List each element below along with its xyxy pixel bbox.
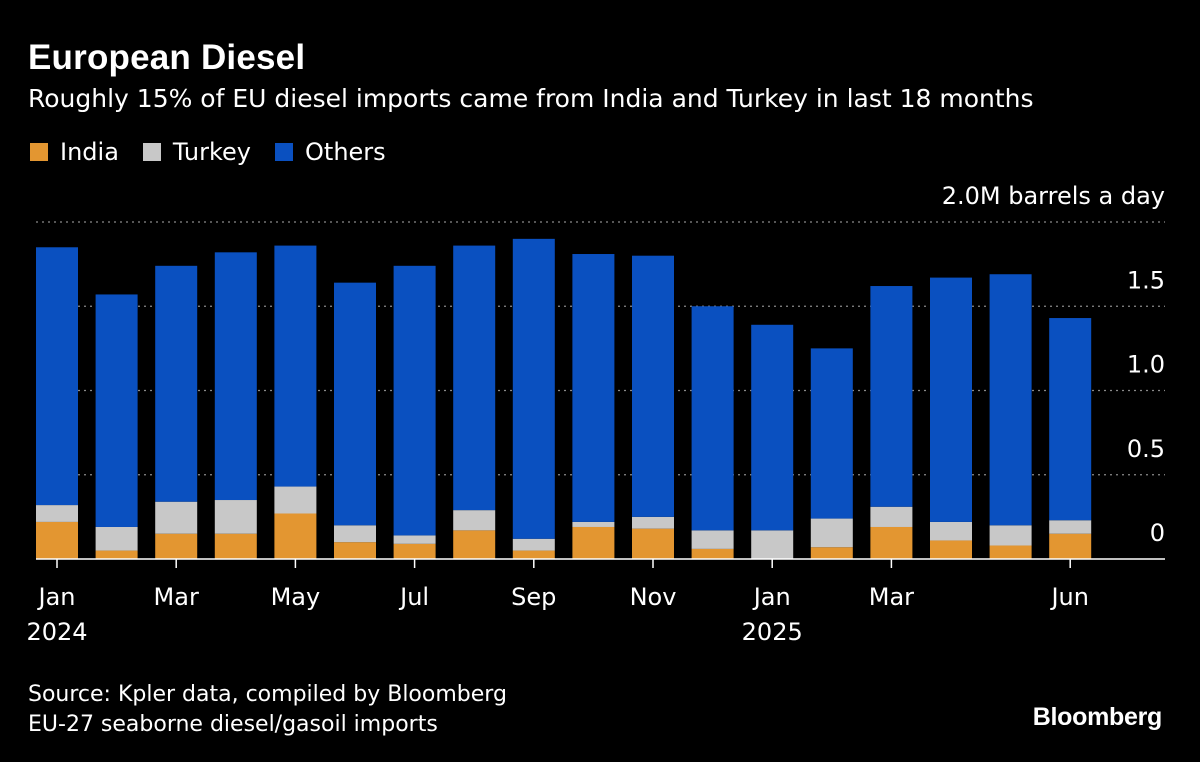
legend-swatch-turkey xyxy=(142,143,161,161)
bar-turkey-5 xyxy=(274,486,317,514)
y-tick-label-2: 1.0 xyxy=(1127,351,1165,379)
bar-turkey-8 xyxy=(453,510,496,531)
bar-india-18 xyxy=(1049,533,1092,559)
bar-india-6 xyxy=(334,542,376,559)
x-year-label-2025: 2025 xyxy=(742,618,803,646)
x-tick-label-8: Sep xyxy=(511,583,556,611)
bar-others-13 xyxy=(751,324,794,531)
bar-turkey-1 xyxy=(36,505,78,522)
bar-india-9 xyxy=(512,550,555,559)
bar-others-12 xyxy=(691,306,734,531)
source-text: Source: Kpler data, compiled by Bloomber… xyxy=(28,682,507,707)
bar-others-18 xyxy=(1049,318,1092,521)
x-tick-label-0: Jan xyxy=(37,583,76,611)
bar-others-15 xyxy=(870,286,913,507)
bar-india-2 xyxy=(95,550,138,559)
x-tick-label-14: Mar xyxy=(869,583,914,611)
bloomberg-logo: Bloomberg xyxy=(1032,703,1163,731)
x-year-label-2024: 2024 xyxy=(26,618,87,646)
bar-india-10 xyxy=(572,526,615,559)
bar-others-8 xyxy=(453,245,496,511)
legend-item-turkey: Turkey xyxy=(142,138,252,166)
dataset-note: EU-27 seaborne diesel/gasoil imports xyxy=(28,712,438,737)
x-tick-label-10: Nov xyxy=(630,583,677,611)
bar-turkey-7 xyxy=(393,535,436,544)
bar-turkey-11 xyxy=(632,516,674,529)
bar-india-16 xyxy=(930,540,972,559)
bar-others-4 xyxy=(214,252,257,501)
legend-swatch-india xyxy=(30,143,48,161)
bar-india-5 xyxy=(274,513,317,559)
legend-label-others: Others xyxy=(305,138,386,166)
bar-others-16 xyxy=(930,277,972,522)
legend: India Turkey Others xyxy=(30,138,410,166)
bar-turkey-9 xyxy=(512,538,555,551)
bar-india-1 xyxy=(36,521,78,559)
legend-label-india: India xyxy=(60,138,119,166)
bar-turkey-2 xyxy=(95,526,138,551)
bar-india-14 xyxy=(810,547,853,559)
bar-others-10 xyxy=(572,254,615,522)
bar-india-7 xyxy=(393,543,436,559)
bar-turkey-6 xyxy=(334,525,376,543)
bar-turkey-10 xyxy=(572,521,615,527)
bar-india-3 xyxy=(155,533,198,559)
x-tick-label-12: Jan xyxy=(752,583,791,611)
bar-others-5 xyxy=(274,245,317,487)
bar-turkey-17 xyxy=(989,525,1032,546)
chart-title: European Diesel xyxy=(28,38,306,77)
bar-turkey-13 xyxy=(751,530,794,559)
bar-turkey-12 xyxy=(691,530,734,549)
legend-item-india: India xyxy=(30,138,119,166)
bar-turkey-4 xyxy=(214,500,257,534)
bar-others-14 xyxy=(810,348,853,519)
x-tick-label-4: May xyxy=(271,583,321,611)
x-tick-label-17: Jun xyxy=(1049,583,1089,611)
bar-india-12 xyxy=(691,548,734,559)
y-axis-unit-label: 2.0M barrels a day xyxy=(942,182,1165,210)
x-tick-label-6: Jul xyxy=(398,583,429,611)
bar-india-15 xyxy=(870,526,913,559)
bar-others-11 xyxy=(632,255,674,517)
bar-others-9 xyxy=(512,238,555,539)
legend-label-turkey: Turkey xyxy=(172,138,252,166)
bar-turkey-18 xyxy=(1049,520,1092,534)
x-tick-label-2: Mar xyxy=(154,583,199,611)
bar-india-11 xyxy=(632,528,674,559)
source-note: Source: Kpler data, compiled by Bloomber… xyxy=(28,680,507,740)
bar-others-6 xyxy=(334,282,376,526)
chart-subtitle: Roughly 15% of EU diesel imports came fr… xyxy=(28,84,1034,113)
bar-others-1 xyxy=(36,247,78,506)
bar-others-3 xyxy=(155,265,198,502)
bar-others-17 xyxy=(989,274,1032,526)
bar-turkey-16 xyxy=(930,521,972,541)
y-tick-label-3: 1.5 xyxy=(1127,266,1165,294)
bar-others-7 xyxy=(393,265,436,536)
y-tick-label-0: 0 xyxy=(1150,519,1165,547)
bar-india-8 xyxy=(453,530,496,559)
bar-india-17 xyxy=(989,545,1032,559)
legend-swatch-others xyxy=(275,143,294,161)
bar-turkey-15 xyxy=(870,506,913,527)
y-tick-label-1: 0.5 xyxy=(1127,435,1165,463)
bar-india-4 xyxy=(214,533,257,559)
bar-turkey-14 xyxy=(810,518,853,548)
bar-turkey-3 xyxy=(155,501,198,534)
legend-item-others: Others xyxy=(275,138,386,166)
bar-others-2 xyxy=(95,294,138,527)
